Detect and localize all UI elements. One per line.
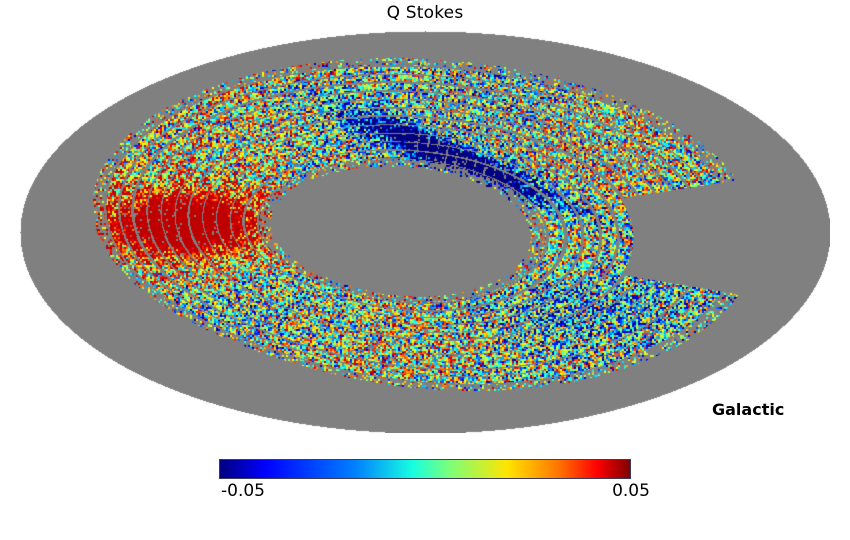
coordinate-system-label: Galactic [712, 400, 785, 419]
colorbar-gradient [219, 459, 631, 479]
colorbar-min-tick-label: -0.05 [221, 481, 265, 501]
colorbar-max-tick-label: 0.05 [612, 481, 650, 501]
page-title: Q Stokes [386, 3, 464, 23]
mollweide-map [20, 31, 830, 433]
sky-map-canvas [20, 31, 830, 433]
colorbar: -0.05 0.05 [219, 459, 650, 503]
